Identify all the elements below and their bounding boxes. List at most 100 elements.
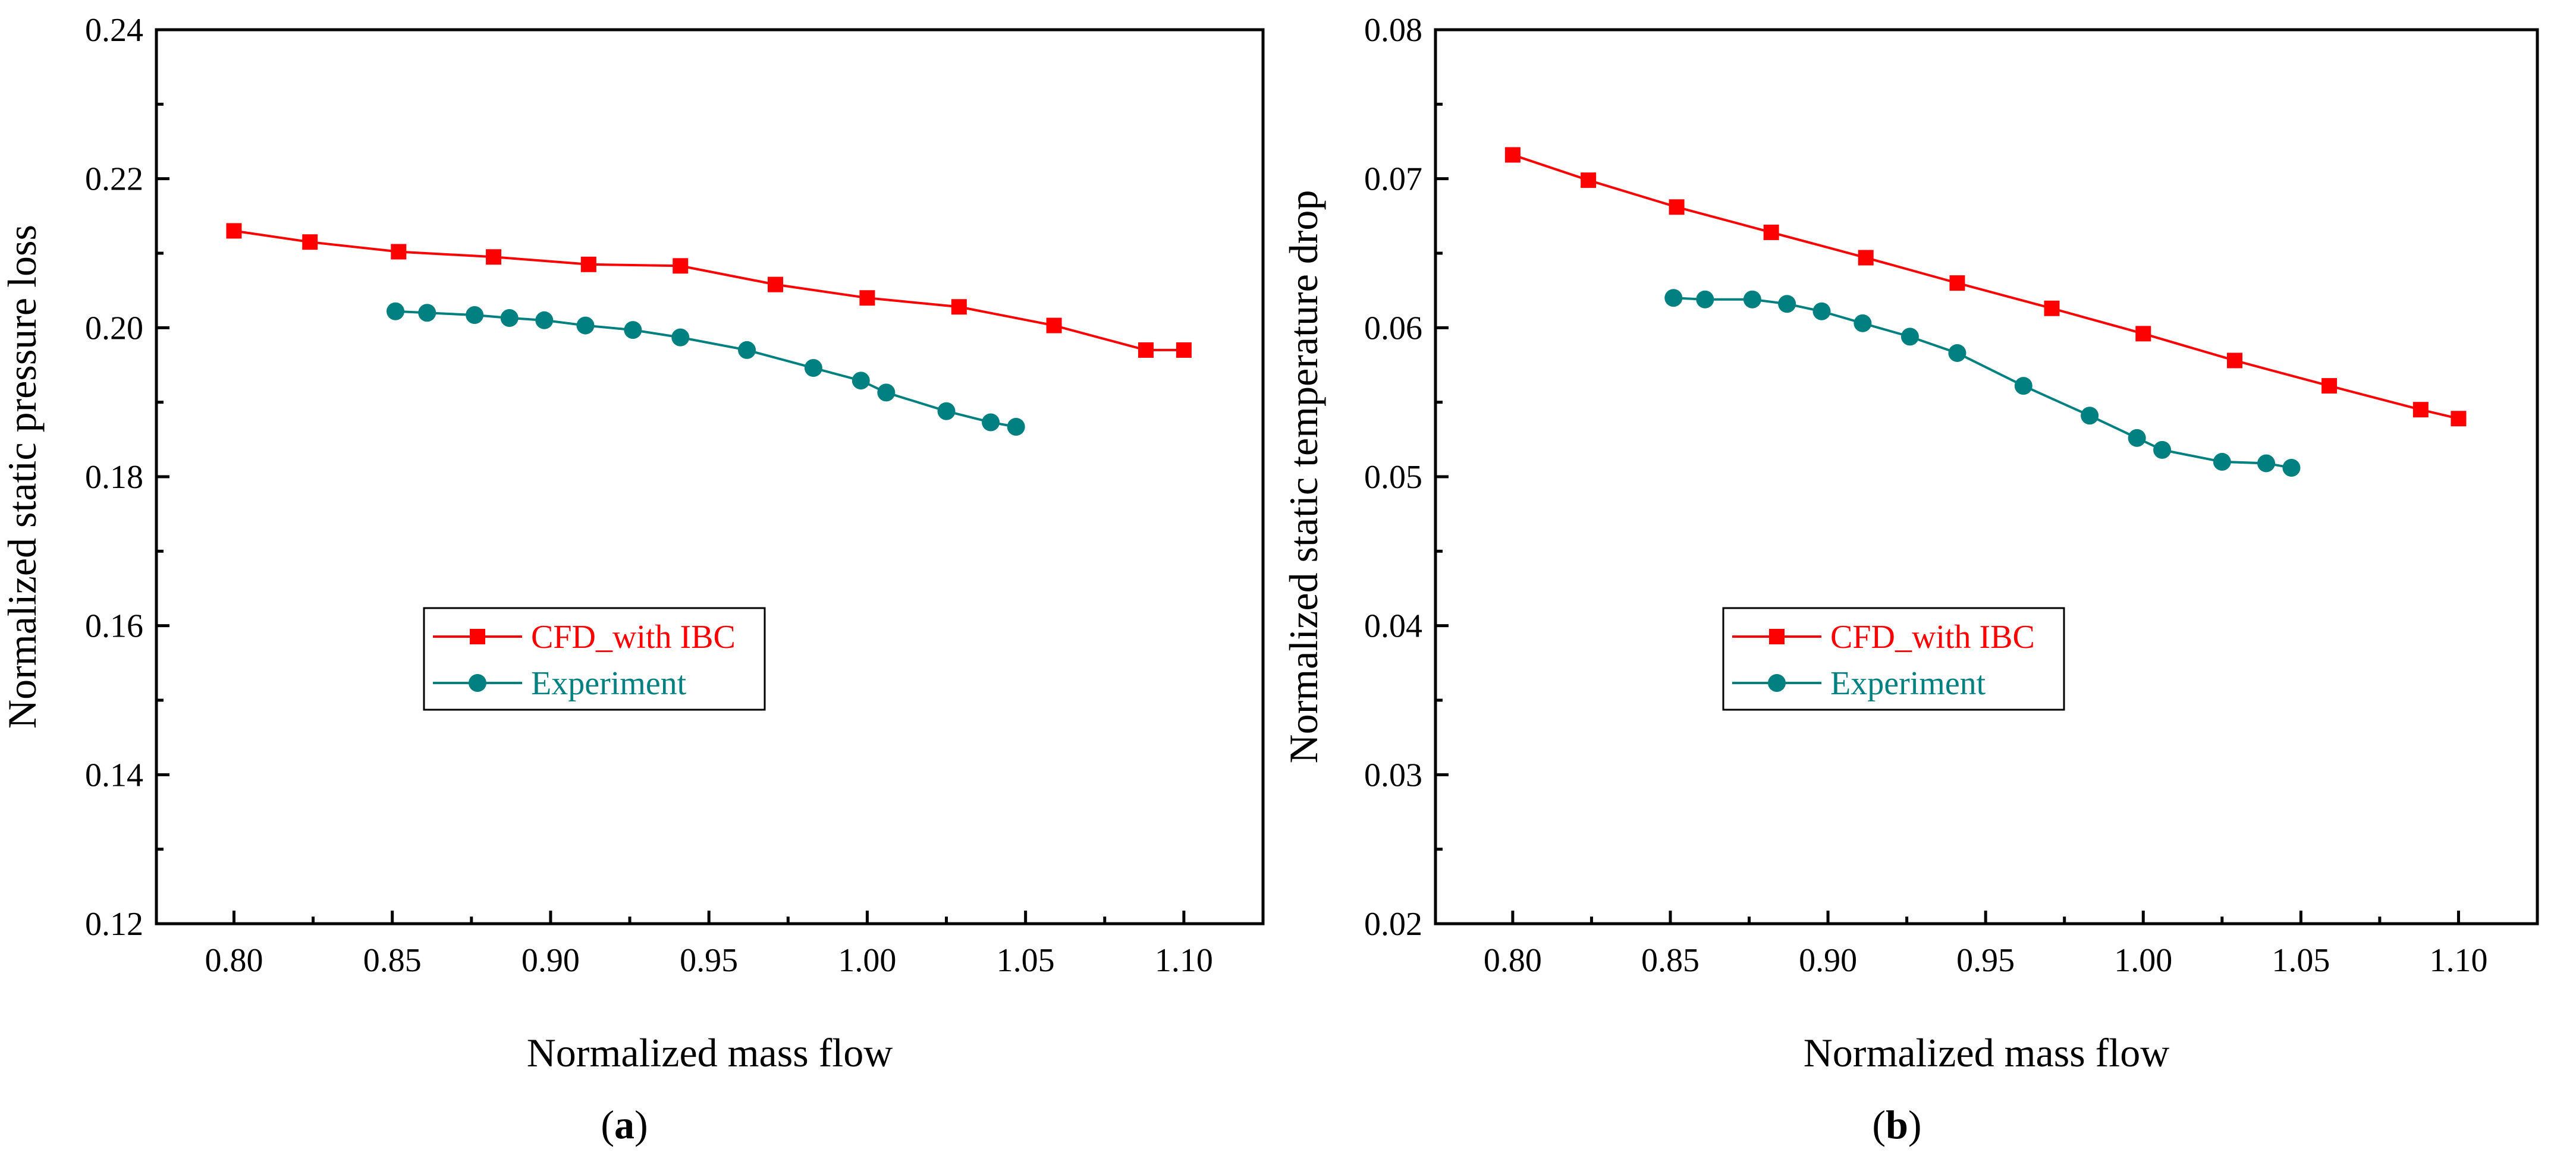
y-tick-label: 0.07 [1364, 161, 1422, 198]
data-point-circle [1948, 344, 1966, 362]
y-tick-label: 0.16 [85, 608, 143, 645]
data-point-square [951, 299, 967, 315]
chart-panel-b: 0.80 0.85 0.90 0.95 1.00 1.05 1.10 0.02 0.03 0.04… [1281, 12, 2539, 1147]
data-point-circle [387, 302, 405, 320]
y-tick-label: 0.22 [85, 161, 143, 198]
y-tick-label: 0.12 [85, 906, 143, 943]
data-point-square [486, 249, 502, 265]
panel-paren-open: ( [601, 1102, 614, 1147]
panel-label: (a) [601, 1102, 648, 1147]
panel-paren-close: ) [634, 1102, 648, 1147]
data-point-square [1046, 317, 1062, 333]
data-point-square [767, 276, 783, 292]
x-tick-label: 1.00 [2114, 942, 2172, 979]
data-point-square [470, 629, 485, 644]
data-point-circle [1812, 302, 1831, 320]
x-tick-label: 0.90 [1799, 942, 1857, 979]
data-point-square [1138, 342, 1154, 358]
data-point-circle [1007, 418, 1025, 436]
series-line [234, 229, 1184, 351]
data-point-circle [576, 316, 595, 335]
series-cfd [1504, 147, 2467, 427]
data-point-circle [2081, 407, 2099, 425]
data-point-circle [937, 402, 956, 420]
data-point-square [1763, 224, 1779, 240]
x-tick-label: 1.00 [838, 942, 896, 979]
data-point-square [859, 290, 875, 306]
data-point-circle [2213, 452, 2231, 471]
data-point-square [580, 256, 596, 272]
data-point-square [2412, 402, 2429, 418]
legend-box [1722, 607, 2065, 711]
legend-box [423, 607, 766, 711]
x-tick-label: 1.10 [2429, 942, 2487, 979]
chart-panel-a: 0.80 0.85 0.90 0.95 1.00 1.05 1.10 0.12 0.14 0.16… [0, 12, 1265, 1147]
series-line [1512, 153, 2459, 420]
series-experiment [387, 302, 1025, 436]
x-tick-label: 0.85 [363, 942, 422, 979]
data-point-circle [2153, 440, 2172, 459]
data-point-square [1769, 629, 1785, 644]
plot-frame [1434, 28, 2539, 925]
data-point-square [2227, 352, 2243, 369]
x-tick-label: 1.05 [2272, 942, 2330, 979]
y-tick-label: 0.18 [85, 459, 143, 496]
data-point-circle [2128, 429, 2146, 447]
data-point-circle [624, 321, 642, 339]
y-tick-label: 0.20 [85, 310, 143, 347]
legend: CFD_with IBC Experiment [1722, 607, 2065, 711]
legend-label: Experiment [531, 665, 687, 702]
data-point-circle [2257, 454, 2276, 473]
data-point-square [1504, 147, 1521, 163]
data-point-circle [738, 341, 756, 359]
data-point-square [2451, 411, 2467, 427]
data-point-circle [500, 309, 519, 328]
legend-label: Experiment [1830, 665, 1986, 702]
x-tick-label: 0.80 [1484, 942, 1542, 979]
legend-label: CFD_with IBC [1830, 619, 2035, 656]
legend-label: CFD_with IBC [531, 619, 736, 656]
data-point-circle [852, 372, 870, 390]
data-point-square [1858, 250, 1874, 266]
data-point-circle [2014, 377, 2032, 395]
legend: CFD_with IBC Experiment [423, 607, 766, 711]
y-tick-label: 0.08 [1364, 12, 1422, 49]
x-tick-label: 0.90 [522, 942, 580, 979]
data-point-circle [1778, 295, 1796, 313]
data-point-square [2135, 326, 2151, 342]
y-tick-label: 0.03 [1364, 757, 1422, 794]
panel-paren-open: ( [1872, 1102, 1886, 1147]
data-point-circle [2282, 458, 2301, 477]
x-tick-label: 0.85 [1641, 942, 1699, 979]
data-point-square [673, 258, 689, 274]
data-point-circle [1664, 289, 1683, 307]
y-tick-label: 0.06 [1364, 310, 1422, 347]
series-cfd [226, 223, 1192, 358]
data-point-circle [469, 674, 486, 692]
y-tick-label: 0.02 [1364, 906, 1422, 943]
y-tick-label: 0.04 [1364, 608, 1422, 645]
data-point-circle [877, 383, 896, 402]
data-point-square [1949, 275, 1965, 291]
series-experiment [1664, 289, 2301, 477]
x-tick-label: 1.05 [997, 942, 1055, 979]
x-axis-label: Normalized mass flow [527, 1030, 893, 1075]
data-point-circle [466, 306, 484, 325]
data-point-circle [1696, 290, 1714, 308]
data-point-circle [982, 413, 1000, 432]
data-point-square [2321, 378, 2338, 394]
panel-label: (b) [1872, 1102, 1921, 1147]
panel-letter: b [1886, 1102, 1908, 1147]
data-point-square [1669, 199, 1685, 215]
data-point-circle [1768, 674, 1786, 692]
data-point-circle [1900, 328, 1919, 346]
data-point-circle [671, 328, 690, 347]
panel-letter: a [614, 1102, 634, 1147]
x-tick-label: 0.95 [680, 942, 738, 979]
y-tick-label: 0.14 [85, 757, 143, 794]
data-point-square [1176, 342, 1192, 358]
panel-paren-close: ) [1908, 1102, 1922, 1147]
data-point-circle [535, 311, 554, 329]
data-point-square [391, 244, 407, 260]
